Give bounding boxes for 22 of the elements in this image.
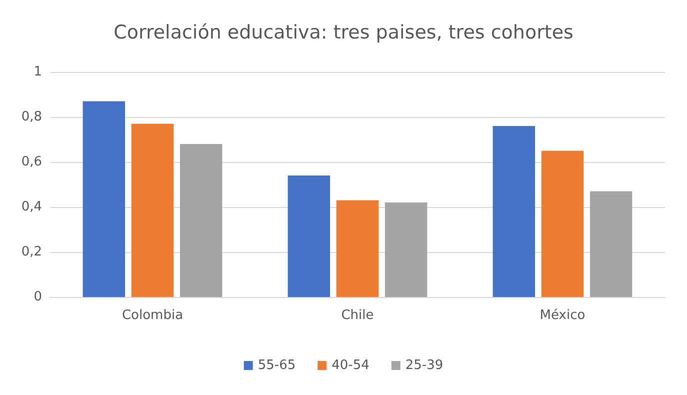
x-tick-label: México <box>540 308 586 323</box>
y-tick-label: 0,6 <box>21 154 42 170</box>
bar <box>131 124 174 297</box>
y-tick-label: 0 <box>34 290 42 304</box>
y-tick-label: 1 <box>34 64 42 80</box>
bar <box>82 101 126 297</box>
chart-title: Correlación educativa: tres paises, tres cohortes <box>114 22 574 44</box>
legend-label: 25-39 <box>405 358 444 373</box>
bar <box>336 200 379 297</box>
bar <box>384 202 428 297</box>
bar <box>492 126 536 297</box>
bar <box>541 150 584 297</box>
y-tick-label: 0,8 <box>21 110 42 124</box>
x-tick-label: Colombia <box>122 308 184 323</box>
y-tick-label: 0,4 <box>21 200 42 214</box>
bar <box>590 191 632 297</box>
bar <box>180 144 222 297</box>
y-tick-label: 0,2 <box>21 244 42 260</box>
legend-label: 55-65 <box>258 358 296 373</box>
legend-label: 40-54 <box>332 358 370 373</box>
x-tick-label: Chile <box>341 308 374 323</box>
bar <box>288 176 330 297</box>
